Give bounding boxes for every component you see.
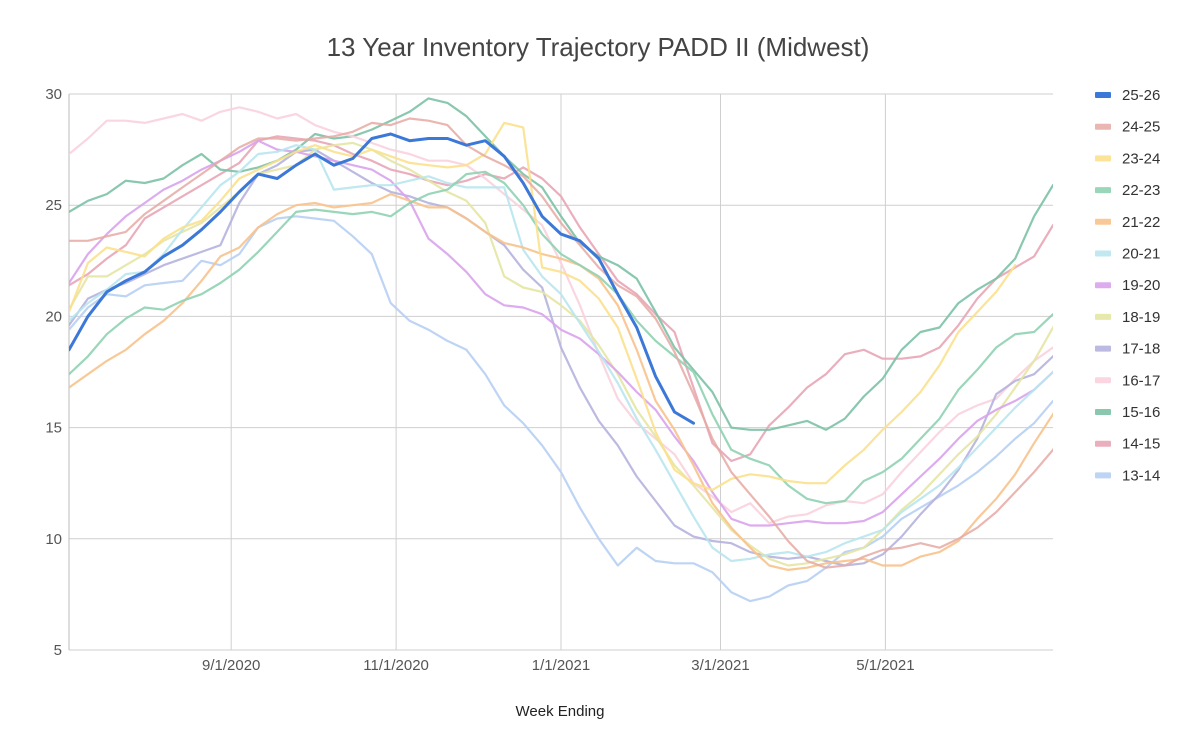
legend-label: 15-16 <box>1122 404 1160 421</box>
y-tick-label: 15 <box>45 420 62 437</box>
legend-label: 25-26 <box>1122 87 1160 104</box>
legend-label: 23-24 <box>1122 150 1160 167</box>
legend: 25-26 24-25 23-24 22-23 21-22 20-21 19-20 18-19… <box>1095 87 1160 484</box>
series-lines <box>69 97 1053 603</box>
x-tick-label: 11/1/2020 <box>363 657 429 674</box>
legend-swatch-21-22 <box>1095 218 1111 225</box>
legend-swatch-13-14 <box>1095 472 1111 479</box>
legend-label: 16-17 <box>1122 372 1160 389</box>
legend-label: 17-18 <box>1122 341 1160 358</box>
x-tick-label: 5/1/2021 <box>856 657 914 674</box>
x-tick-labels: 9/1/2020 11/1/2020 1/1/2021 3/1/2021 5/1/202… <box>202 657 915 674</box>
chart-title: 13 Year Inventory Trajectory PADD II (Mi… <box>327 32 870 62</box>
legend-label: 22-23 <box>1122 182 1160 199</box>
y-tick-label: 5 <box>54 642 62 659</box>
series-line-16-17 <box>69 106 1053 525</box>
series-line-14-15 <box>69 135 1053 463</box>
legend-swatch-25-26 <box>1095 92 1111 98</box>
gridlines <box>68 93 1053 651</box>
y-tick-label: 20 <box>45 308 62 325</box>
x-tick-label: 9/1/2020 <box>202 657 260 674</box>
series-line-19-20 <box>69 139 1053 527</box>
x-tick-label: 3/1/2021 <box>691 657 749 674</box>
y-tick-label: 30 <box>45 86 62 103</box>
y-tick-labels: 5 10 15 20 25 30 <box>45 86 62 659</box>
y-tick-label: 10 <box>45 531 62 548</box>
legend-label: 14-15 <box>1122 436 1160 453</box>
legend-swatch-16-17 <box>1095 377 1111 384</box>
legend-label: 20-21 <box>1122 246 1160 263</box>
legend-swatch-15-16 <box>1095 409 1111 415</box>
legend-swatch-19-20 <box>1095 282 1111 289</box>
legend-swatch-23-24 <box>1095 155 1111 162</box>
legend-label: 13-14 <box>1122 467 1160 484</box>
x-axis-title: Week Ending <box>516 703 605 720</box>
series-line-23-24 <box>69 121 1017 491</box>
legend-swatch-24-25 <box>1095 123 1111 130</box>
legend-label: 21-22 <box>1122 214 1160 231</box>
legend-label: 19-20 <box>1122 277 1160 294</box>
series-line-22-23 <box>69 170 1053 505</box>
legend-swatch-14-15 <box>1095 440 1111 447</box>
y-tick-label: 25 <box>45 197 62 214</box>
legend-swatch-18-19 <box>1095 313 1111 320</box>
legend-label: 24-25 <box>1122 119 1160 136</box>
legend-label: 18-19 <box>1122 309 1160 326</box>
legend-swatch-20-21 <box>1095 250 1111 257</box>
series-line-24-25 <box>69 117 1053 569</box>
legend-swatch-17-18 <box>1095 345 1111 352</box>
x-tick-label: 1/1/2021 <box>532 657 590 674</box>
series-line-20-21 <box>69 144 1053 563</box>
series-line-17-18 <box>69 148 1053 567</box>
series-line-18-19 <box>69 141 1053 567</box>
series-line-25-26 <box>69 132 695 425</box>
series-line-13-14 <box>69 215 1053 603</box>
series-line-21-22 <box>69 193 1053 572</box>
series-line-15-16 <box>69 97 1053 431</box>
legend-swatch-22-23 <box>1095 187 1111 194</box>
